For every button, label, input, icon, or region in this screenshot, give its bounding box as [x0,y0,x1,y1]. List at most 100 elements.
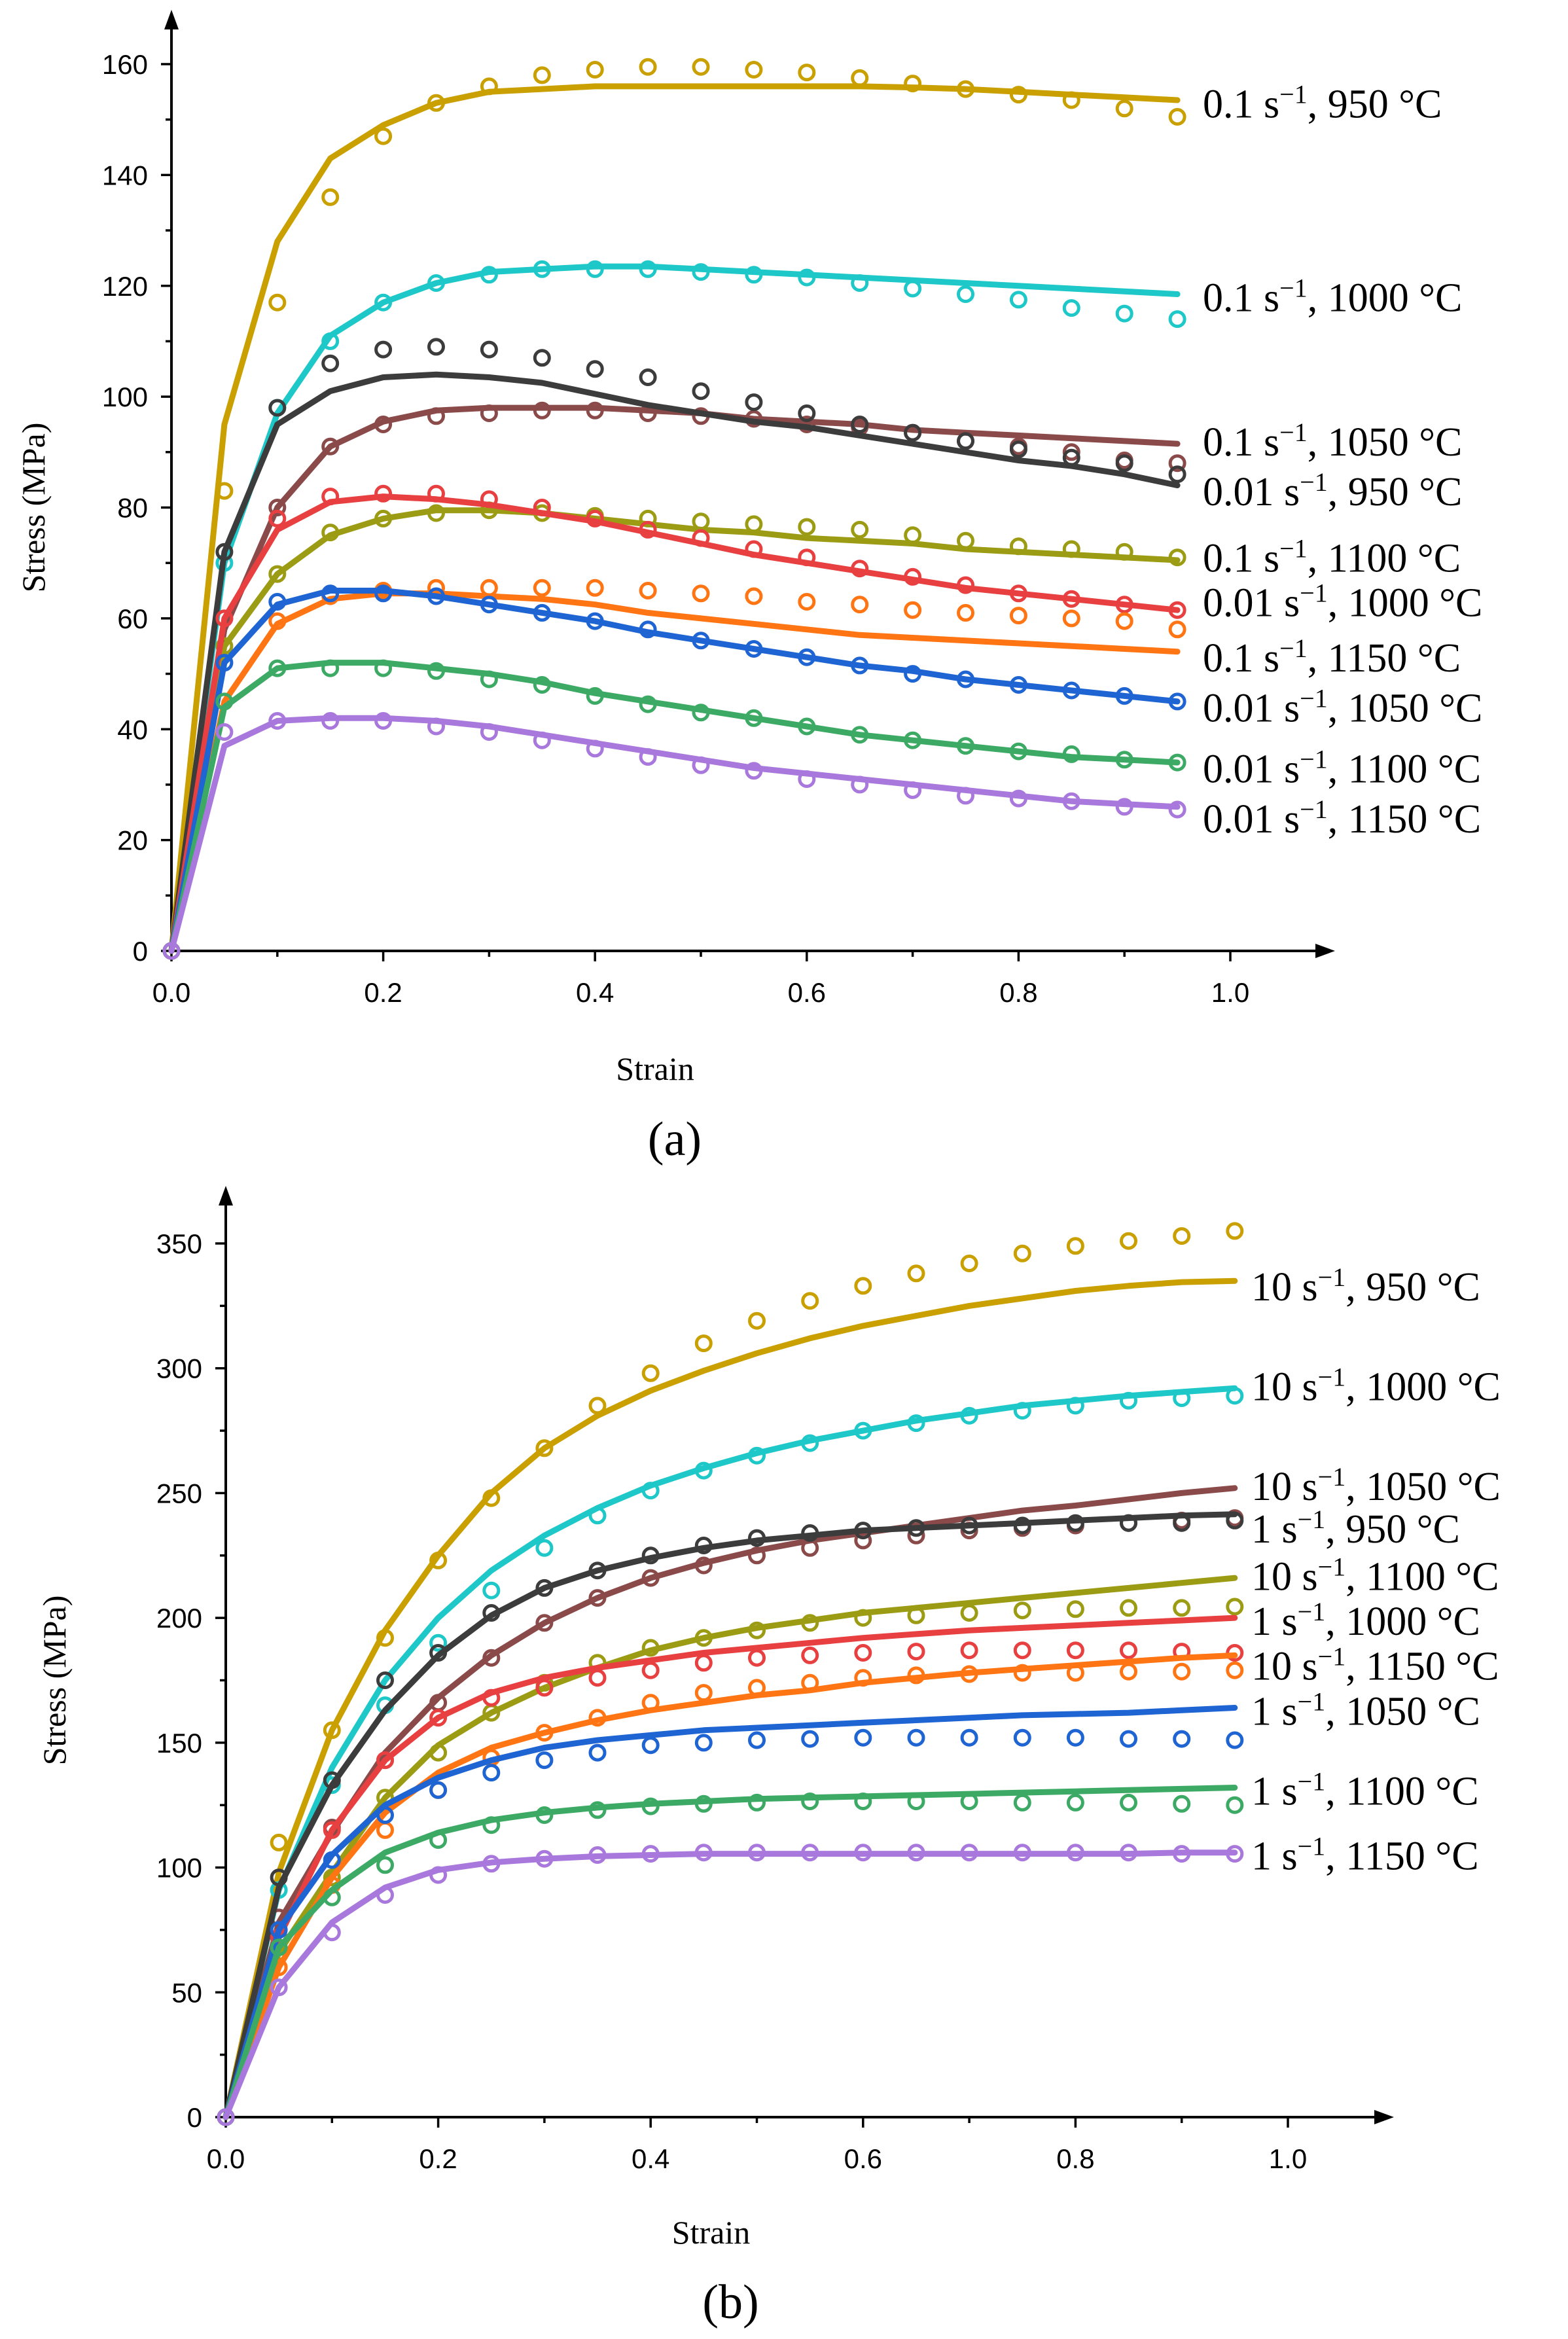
data-point [535,1579,554,1597]
data-point [801,1434,819,1452]
data-point [482,1489,501,1507]
data-point [1066,1397,1084,1415]
y-tick-label: 0 [187,2102,202,2133]
data-point [639,368,657,386]
data-point [748,1844,766,1862]
data-point [376,1806,394,1824]
data-point [268,399,287,417]
data-point [692,704,710,722]
data-point [957,603,974,622]
series: 10 s−1, 1050 °C [217,1462,1501,2126]
data-point [588,1589,607,1607]
data-point [215,482,234,500]
x-tick-label: 0.8 [1056,2143,1094,2174]
data-point [533,260,551,278]
data-point [1120,1514,1137,1532]
data-point [1173,1730,1191,1748]
fit-line [168,371,1181,954]
data-point [323,1888,341,1906]
data-point [376,1886,394,1904]
data-point [480,77,498,96]
data-point [1226,1598,1244,1616]
data-point [1009,86,1027,104]
data-point [801,1292,819,1310]
data-point [639,520,657,539]
data-point [960,1793,978,1810]
series-label: 0.1 s−1, 1000 °C [1203,274,1462,321]
data-point [1115,543,1133,561]
fit-line [223,1705,1238,2120]
fit-line [168,588,1181,954]
data-point [482,1649,501,1667]
series: 10 s−1, 1150 °C [217,1642,1499,2126]
data-point [586,509,604,527]
data-point [323,1923,341,1942]
data-point [535,1439,554,1457]
data-point [268,499,287,516]
data-point [1115,798,1133,816]
series-label: 10 s−1, 1050 °C [1251,1462,1501,1509]
data-point [694,1556,713,1575]
data-point [215,723,234,741]
data-point [1115,596,1133,614]
data-point [745,762,763,780]
data-point [907,1264,925,1283]
data-point [1013,1664,1031,1682]
x-tick-label: 0.4 [576,977,614,1008]
series: 1 s−1, 1100 °C [217,1766,1479,2126]
series-label: 1 s−1, 1100 °C [1251,1766,1479,1813]
y-axis-title: Stress (MPa) [36,1596,73,1766]
series-label: 1 s−1, 1000 °C [1251,1597,1480,1644]
data-point [1120,1844,1137,1862]
data-point [748,1529,766,1547]
data-point [429,1781,448,1799]
series-label: 0.1 s−1, 1050 °C [1203,418,1462,465]
data-point [854,1728,872,1747]
data-point [960,1604,978,1622]
data-point [429,1743,448,1762]
data-point [1009,676,1027,694]
data-point [641,1694,660,1712]
y-tick-label: 0 [133,936,148,967]
data-point [641,1546,660,1565]
data-point [748,1679,766,1697]
data-point [1168,548,1186,567]
fit-line [223,1785,1238,2120]
data-point [694,1684,713,1702]
data-point [1066,1728,1084,1747]
data-point [323,1868,341,1887]
series: 10 s−1, 1000 °C [217,1362,1501,2126]
data-point [586,579,604,597]
y-axis-arrow [219,1186,233,1205]
data-point [851,274,869,292]
fit-line [223,1485,1238,2120]
data-point [692,382,710,401]
series: 1 s−1, 950 °C [217,1505,1460,2126]
data-point [745,61,763,79]
data-point [268,612,287,630]
data-point [904,75,922,93]
data-point [904,601,922,619]
data-point [533,731,551,749]
x-tick-label: 0.0 [207,2143,245,2174]
data-point [1168,620,1186,639]
data-point [957,737,974,755]
data-point [960,1255,978,1272]
data-point [854,1644,872,1662]
data-point [535,1806,554,1824]
data-point [323,1851,341,1869]
data-point [851,656,869,675]
data-point [904,279,922,298]
data-point [480,596,498,614]
x-tick-label: 0.4 [632,2143,669,2174]
data-point [960,1641,978,1660]
data-point [1115,751,1133,769]
data-point [801,1646,819,1664]
data-point [801,1673,819,1692]
x-axis-title: Strain [672,2214,750,2251]
series-label: 10 s−1, 1100 °C [1251,1552,1499,1599]
data-point [692,512,710,531]
data-point [957,670,974,688]
data-point [588,1846,607,1864]
fit-line [168,590,1181,954]
